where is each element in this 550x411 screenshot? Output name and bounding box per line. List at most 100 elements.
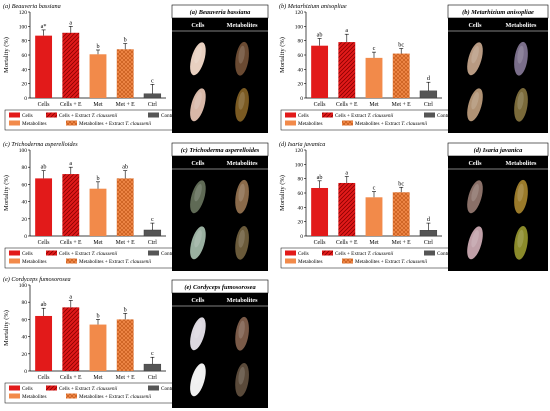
legend-label: Control	[437, 251, 453, 257]
y-tick-label: 0	[24, 369, 27, 375]
chart-panel-0: (a) Beauveria bassiana 0 20 40 60 80 100 120 Mor…	[3, 3, 196, 131]
legend-swatch	[148, 385, 159, 391]
significance-letter: b	[96, 175, 99, 182]
legend-label: Control	[161, 251, 177, 257]
column-header-metabolites: Metabolites	[227, 22, 259, 29]
y-tick-label: 120	[295, 10, 304, 16]
bar-ctrl	[143, 229, 162, 237]
y-tick-label: 80	[22, 39, 28, 45]
legend: Cells Cells + Extract T. claussenii Contro…	[4, 382, 196, 404]
larva-image	[235, 41, 249, 76]
bar-cells-e	[338, 182, 356, 236]
larva-highlight	[471, 45, 479, 64]
bar-cells	[311, 187, 329, 236]
legend-label: Cells	[298, 251, 309, 257]
x-tick-label: Met + E	[392, 102, 412, 108]
significance-letter: a	[345, 27, 348, 34]
x-tick-label: Met + E	[116, 240, 136, 246]
significance-letter: c	[151, 350, 154, 357]
y-tick-label: 100	[19, 24, 28, 30]
larva-highlight	[194, 320, 202, 339]
legend-label: Cells	[22, 251, 33, 257]
y-tick-label: 80	[22, 165, 28, 171]
larva-image	[235, 179, 249, 214]
bar-ctrl	[143, 93, 162, 99]
column-header-metabolites: Metabolites	[227, 160, 259, 167]
y-tick-label: 20	[298, 220, 304, 226]
bar-cells-e	[62, 307, 80, 371]
larva-highlight	[238, 320, 245, 339]
larva-highlight	[471, 183, 479, 202]
photo-title: (b) Metarhizium anisopliae	[462, 9, 534, 16]
larva-image	[514, 225, 528, 260]
bar-cells-e	[338, 42, 356, 98]
legend-swatch	[322, 112, 333, 118]
x-tick-label: Met + E	[116, 375, 136, 381]
larva-highlight	[194, 45, 202, 64]
significance-letter: ab	[41, 301, 47, 308]
y-tick-label: 100	[19, 148, 28, 154]
significance-letter: b	[96, 43, 99, 50]
legend-swatch	[424, 250, 435, 256]
larva-image	[467, 226, 483, 260]
y-tick-label: 100	[295, 24, 304, 30]
significance-letter: c	[151, 216, 154, 223]
legend-label: Metabolites + Extract T. claussenii	[355, 121, 428, 127]
legend-swatch	[342, 120, 353, 126]
x-tick-label: Cells	[38, 375, 51, 381]
chart-title: (a) Beauveria bassiana	[3, 3, 61, 10]
column-header-cells: Cells	[191, 297, 205, 304]
bar-met	[365, 197, 383, 236]
y-tick-label: 20	[298, 82, 304, 88]
significance-letter: b	[124, 37, 127, 44]
bar-met-e	[392, 192, 410, 236]
legend-label: Cells + Extract T. claussenii	[335, 251, 394, 257]
significance-letter: ab	[122, 164, 128, 171]
y-tick-label: 80	[298, 39, 304, 45]
y-axis-label: Mortality (%)	[279, 175, 286, 211]
y-axis-label: Mortality (%)	[3, 310, 10, 346]
legend-label: Cells + Extract T. claussenii	[59, 113, 118, 119]
column-header-metabolites: Metabolites	[506, 22, 538, 29]
chart-panel-3: (d) Isaria javanica 0 20 40 60 80 100 120 Mortal…	[279, 141, 472, 269]
y-tick-label: 100	[295, 162, 304, 168]
significance-letter: d	[427, 216, 431, 223]
photo-background	[448, 143, 548, 271]
legend-swatch	[148, 250, 159, 256]
x-tick-label: Cells + E	[336, 102, 358, 108]
bar-ctrl	[419, 230, 438, 237]
y-tick-label: 60	[298, 191, 304, 197]
larva-highlight	[471, 230, 479, 248]
significance-letter: b	[124, 306, 127, 313]
legend-label: Metabolites	[298, 259, 323, 265]
x-tick-label: Met	[93, 240, 103, 246]
larva-image	[190, 363, 206, 397]
significance-letter: c	[373, 185, 376, 192]
y-tick-label: 60	[298, 53, 304, 59]
bar-met-e	[116, 178, 134, 236]
photo-title: (d) Isaria javanica	[474, 147, 523, 154]
y-axis-label: Mortality (%)	[3, 175, 10, 211]
chart-title: (c) Trichoderma asperelloides	[3, 141, 78, 148]
legend-label: Cells	[22, 386, 33, 392]
photo-title-bar	[171, 4, 269, 19]
figure-layer: (a) Beauveria bassiana 0 20 40 60 80 100 120 Mor…	[3, 3, 549, 408]
legend-swatch	[322, 250, 333, 256]
larva-image	[190, 180, 206, 214]
legend: Cells Cells + Extract T. claussenii Contro…	[4, 247, 196, 269]
photo-title-bar	[171, 142, 269, 157]
legend-label: Metabolites	[22, 394, 47, 400]
larva-image	[235, 362, 249, 397]
y-tick-label: 120	[295, 148, 304, 154]
larva-image	[467, 42, 483, 76]
photo-panel-1: (b) Metarhizium anisopliae Cells Metabolit…	[447, 4, 549, 133]
x-tick-label: Cells	[314, 240, 327, 246]
significance-letter: bc	[398, 180, 404, 187]
column-header-cells: Cells	[191, 160, 205, 167]
y-tick-label: 40	[298, 205, 304, 211]
larva-highlight	[517, 183, 524, 202]
photo-title-bar	[447, 142, 549, 157]
bar-ctrl	[419, 90, 438, 99]
larva-highlight	[517, 229, 524, 248]
